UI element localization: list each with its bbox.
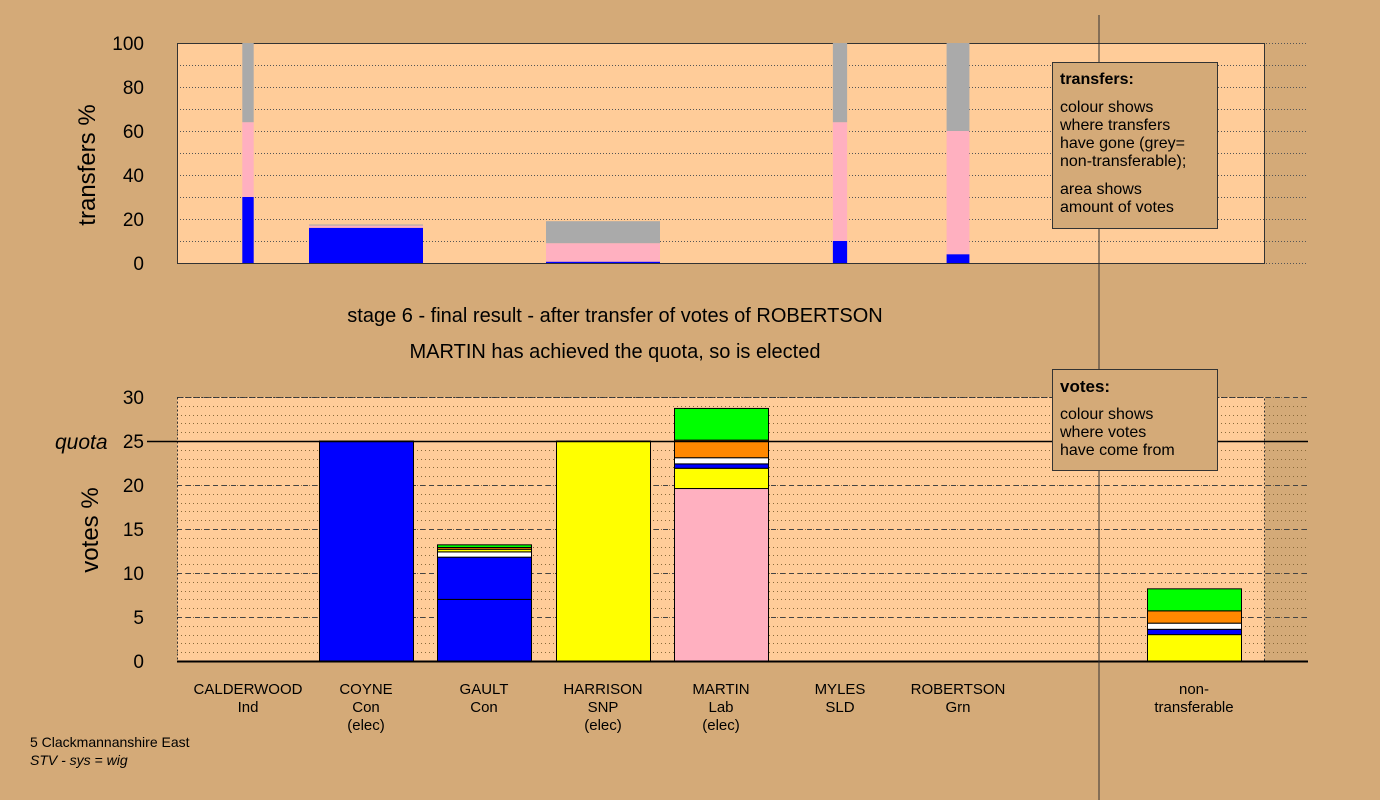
candidate-status-label: (elec) bbox=[347, 717, 385, 734]
vote-bar-segment bbox=[674, 463, 769, 469]
transfers-legend-text: amount of votes bbox=[1060, 199, 1174, 216]
transfers-y-tick-label: 80 bbox=[123, 78, 144, 99]
transfer-bar-segment bbox=[946, 131, 970, 255]
votes-y-tick-label: 30 bbox=[123, 388, 144, 409]
transfers-y-tick-label: 20 bbox=[123, 210, 144, 231]
transfers-legend-text: non-transferable); bbox=[1060, 153, 1187, 170]
vote-bar-segment bbox=[1147, 610, 1242, 624]
votes-y-tick-label: 20 bbox=[123, 476, 144, 497]
votes-y-tick-label: 0 bbox=[133, 652, 144, 673]
candidate-party-label: Grn bbox=[945, 699, 970, 716]
votes-y-tick-label: 10 bbox=[123, 564, 144, 585]
transfer-bar-segment bbox=[946, 43, 970, 131]
transfers-y-tick-label: 0 bbox=[133, 254, 144, 275]
transfer-bar-segment bbox=[242, 43, 254, 123]
transfer-bar-segment bbox=[242, 122, 254, 197]
votes-plot-border bbox=[177, 397, 1265, 662]
stage-title: stage 6 - final result - after transfer … bbox=[347, 305, 883, 327]
candidate-party-label: Lab bbox=[708, 699, 733, 716]
vote-bar-segment bbox=[1147, 628, 1242, 636]
ward-name: 5 Clackmannanshire East bbox=[30, 734, 190, 750]
candidate-party-label: Con bbox=[352, 699, 380, 716]
transfers-plot-border bbox=[177, 43, 1265, 264]
votes-legend-text: colour shows bbox=[1060, 406, 1154, 423]
vote-bar-segment bbox=[437, 544, 532, 548]
transfer-bar-segment bbox=[309, 224, 423, 226]
transfer-bar-segment bbox=[832, 241, 848, 263]
transfer-bar-segment bbox=[309, 225, 423, 228]
transfer-bar-segment bbox=[546, 261, 660, 263]
vote-bar-segment bbox=[1147, 588, 1242, 612]
candidate-party-label: Con bbox=[470, 699, 498, 716]
candidate-status-label: (elec) bbox=[584, 717, 622, 734]
transfers-legend-text: colour shows bbox=[1060, 99, 1154, 116]
votes-y-axis-label: votes % bbox=[77, 487, 104, 572]
vote-bar-segment bbox=[437, 598, 532, 662]
transfers-y-tick-label: 100 bbox=[112, 34, 144, 55]
transfer-bar-segment bbox=[832, 43, 848, 123]
vote-bar-segment bbox=[437, 556, 532, 600]
votes-legend-text: where votes bbox=[1060, 424, 1147, 441]
vote-bar-segment bbox=[674, 467, 769, 490]
transfer-bar-segment bbox=[309, 227, 423, 263]
transfer-bar-segment bbox=[946, 254, 970, 263]
vote-bar-segment bbox=[674, 488, 769, 662]
vote-bar-segment bbox=[1147, 622, 1242, 630]
candidate-party-label: SLD bbox=[825, 699, 854, 716]
candidate-party-label: SNP bbox=[588, 699, 619, 716]
votes-y-tick-label: 5 bbox=[133, 608, 144, 629]
transfer-bar-segment bbox=[832, 122, 848, 241]
votes-legend: votes: colour shows where votes have com… bbox=[1052, 369, 1218, 471]
candidate-name-label: MYLES bbox=[815, 681, 866, 698]
candidate-name-label: ROBERTSON bbox=[911, 681, 1006, 698]
candidate-name-label: CALDERWOOD bbox=[194, 681, 303, 698]
candidate-name-label: COYNE bbox=[339, 681, 392, 698]
transfer-bar-segment bbox=[242, 197, 254, 263]
vote-bar-segment bbox=[1147, 634, 1242, 662]
transfers-legend-text: have gone (grey= bbox=[1060, 135, 1185, 152]
candidate-party-label: transferable bbox=[1154, 699, 1233, 716]
candidate-name-label: HARRISON bbox=[563, 681, 642, 698]
transfer-bar-segment bbox=[546, 243, 660, 262]
candidate-party-label: Ind bbox=[238, 699, 259, 716]
transfers-y-tick-label: 40 bbox=[123, 166, 144, 187]
vote-bar-segment bbox=[674, 439, 769, 459]
candidate-name-label: MARTIN bbox=[692, 681, 749, 698]
stage-subtitle: MARTIN has achieved the quota, so is ele… bbox=[409, 341, 821, 363]
transfers-y-tick-label: 60 bbox=[123, 122, 144, 143]
transfers-legend-text: area shows bbox=[1060, 181, 1142, 198]
quota-label: quota bbox=[55, 431, 108, 454]
transfers-y-axis-label: transfers % bbox=[74, 104, 101, 225]
transfers-legend-text: where transfers bbox=[1060, 117, 1171, 134]
vote-bar-segment bbox=[674, 407, 769, 441]
transfer-bar-segment bbox=[546, 221, 660, 244]
votes-y-tick-label: 15 bbox=[123, 520, 144, 541]
candidate-status-label: (elec) bbox=[702, 717, 740, 734]
candidate-name-label: GAULT bbox=[460, 681, 509, 698]
vote-bar-segment bbox=[556, 440, 651, 662]
transfers-legend: transfers: colour shows where transfers … bbox=[1052, 62, 1218, 229]
system-note: STV - sys = wig bbox=[30, 752, 128, 768]
vote-bar-segment bbox=[437, 551, 532, 558]
votes-legend-heading: votes: bbox=[1060, 377, 1111, 396]
caption: 5 Clackmannanshire East STV - sys = wig bbox=[30, 733, 190, 769]
candidate-name-label: non- bbox=[1179, 681, 1209, 698]
votes-legend-text: have come from bbox=[1060, 442, 1175, 459]
votes-y-tick-label: 25 bbox=[123, 432, 144, 453]
vote-bar-segment bbox=[674, 457, 769, 465]
vote-bar-segment bbox=[319, 440, 414, 662]
transfers-legend-heading: transfers: bbox=[1060, 71, 1134, 88]
